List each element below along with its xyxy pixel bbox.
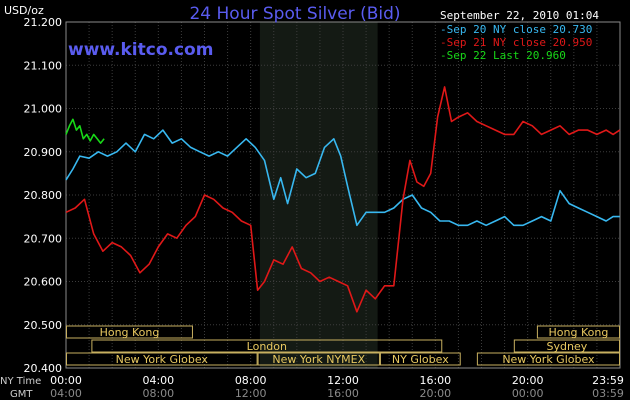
series-layer [65,86,621,313]
x-tick-label-gmt: 00:00 [512,387,544,400]
legend-item-sep-20: -Sep 20 NY close 20.730 [440,23,592,36]
session-label: Sydney [547,340,588,353]
series-line-1 [65,129,620,227]
axis-layer: 21.200 21.100 21.000 20.900 20.800 20.700 20.6… [24,16,624,400]
x-axis-row-label-ny: NY Time [0,376,41,387]
y-axis-unit-label: USD/oz [4,4,44,17]
session-label: London [247,340,287,353]
session-bar [66,352,258,366]
x-tick-label-gmt: 16:00 [327,387,359,400]
session-label: NY Globex [392,353,449,366]
x-tick-label-gmt: 20:00 [419,387,451,400]
legend-item-sep-22: -Sep 22 Last 20.960 [440,49,566,62]
chart-title: 24 Hour Spot Silver (Bid) [189,4,400,24]
legend-item-sep-21: -Sep 21 NY close 20.950 [440,36,592,49]
x-tick-label-gmt: 08:00 [142,387,174,400]
x-tick-label-ny: 00:00 [50,374,82,387]
x-tick-label-ny: 12:00 [327,374,359,387]
x-tick-label-gmt: 12:00 [235,387,267,400]
x-tick-label-ny: 20:00 [512,374,544,387]
y-tick-label: 20.700 [24,232,63,245]
x-tick-label-ny: 04:00 [142,374,174,387]
series-line-3 [65,118,105,144]
y-tick-label: 20.400 [24,362,63,375]
session-bar [66,325,193,339]
y-tick-label: 21.200 [24,16,63,29]
session-bar [536,325,621,339]
session-label: New York NYMEX [272,353,365,366]
series-line-2 [65,86,621,313]
session-label: Hong Kong [549,326,609,339]
session-label: New York Globex [116,353,209,366]
y-tick-label: 20.500 [24,319,63,332]
session-bar [476,352,620,366]
plot-frame [65,21,621,369]
x-tick-label-gmt: 04:00 [50,387,82,400]
website-watermark: www.kitco.com [68,40,213,60]
y-tick-label: 21.100 [24,59,63,72]
legend: -Sep 20 NY close 20.730 -Sep 21 NY close… [440,23,592,62]
session-bar [379,352,461,366]
x-tick-label-ny: 16:00 [419,374,451,387]
y-tick-label: 20.600 [24,276,63,289]
session-label: New York Globex [502,353,595,366]
y-tick-label: 20.900 [24,146,63,159]
session-bar [257,352,380,366]
x-tick-label-ny: 23:59 [592,374,624,387]
x-axis-row-label-gmt: GMT [10,389,33,400]
chart-timestamp: September 22, 2010 01:04 [440,9,599,22]
x-tick-label-gmt: 03:59 [592,387,624,400]
x-tick-label-ny: 08:00 [235,374,267,387]
session-bar [91,339,443,353]
session-bar [513,339,620,353]
session-label: Hong Kong [100,326,160,339]
y-tick-label: 21.000 [24,103,63,116]
y-tick-label: 20.800 [24,189,63,202]
grid-layer [65,21,621,369]
